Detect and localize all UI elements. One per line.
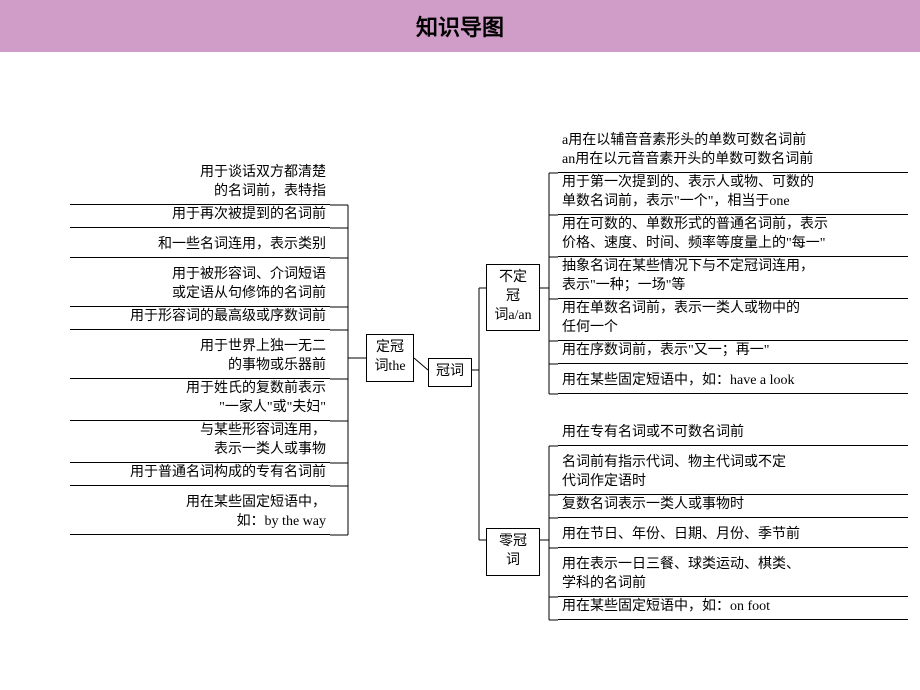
left-leaf-9: 用在某些固定短语中， 如：by the way	[70, 492, 330, 535]
rt-leaf-6: 用在某些固定短语中，如：have a look	[558, 370, 908, 394]
left-leaf-1: 用于再次被提到的名词前	[70, 204, 330, 228]
rt-leaf-5: 用在序数词前，表示"又一；再一"	[558, 340, 908, 364]
rb-leaf-3: 用在节日、年份、日期、月份、季节前	[558, 524, 908, 548]
rb-leaf-1: 名词前有指示代词、物主代词或不定 代词作定语时	[558, 452, 908, 495]
rb-leaf-2: 复数名词表示一类人或事物时	[558, 494, 908, 518]
left-leaf-8: 用于普通名词构成的专有名词前	[70, 462, 330, 486]
left-leaf-5: 用于世界上独一无二 的事物或乐器前	[70, 336, 330, 379]
left-leaf-0: 用于谈话双方都清楚 的名词前，表特指	[70, 162, 330, 205]
rt-leaf-1: 用于第一次提到的、表示人或物、可数的 单数名词前，表示"一个"，相当于one	[558, 172, 908, 215]
rb-leaf-4: 用在表示一日三餐、球类运动、棋类、 学科的名词前	[558, 554, 908, 597]
rt-leaf-2: 用在可数的、单数形式的普通名词前，表示 价格、速度、时间、频率等度量上的"每一"	[558, 214, 908, 257]
branch-zero: 零冠词	[486, 528, 540, 576]
mindmap-diagram: 冠词定冠 词the不定冠 词a/an零冠词用于谈话双方都清楚 的名词前，表特指用…	[0, 52, 920, 690]
rt-leaf-4: 用在单数名词前，表示一类人或物中的 任何一个	[558, 298, 908, 341]
branch-definite: 定冠 词the	[366, 334, 414, 382]
root-node: 冠词	[428, 358, 472, 387]
rt-leaf-3: 抽象名词在某些情况下与不定冠词连用， 表示"一种；一场"等	[558, 256, 908, 299]
left-leaf-3: 用于被形容词、介词短语 或定语从句修饰的名词前	[70, 264, 330, 307]
header-bar: 知识导图	[0, 0, 920, 52]
rb-leaf-0: 用在专有名词或不可数名词前	[558, 422, 908, 446]
rt-leaf-0: a用在以辅音音素形头的单数可数名词前 an用在以元音音素开头的单数可数名词前	[558, 130, 908, 173]
left-leaf-2: 和一些名词连用，表示类别	[70, 234, 330, 258]
left-leaf-4: 用于形容词的最高级或序数词前	[70, 306, 330, 330]
left-leaf-6: 用于姓氏的复数前表示 "一家人"或"夫妇"	[70, 378, 330, 421]
left-leaf-7: 与某些形容词连用， 表示一类人或事物	[70, 420, 330, 463]
branch-indefinite: 不定冠 词a/an	[486, 264, 540, 331]
rb-leaf-5: 用在某些固定短语中，如：on foot	[558, 596, 908, 620]
header-title: 知识导图	[416, 10, 504, 42]
